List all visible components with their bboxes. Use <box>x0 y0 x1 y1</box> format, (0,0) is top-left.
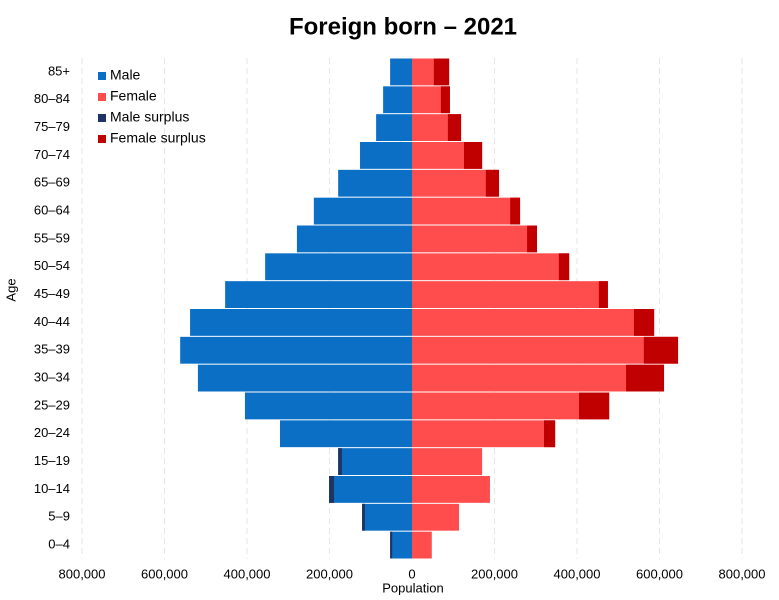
male-bar <box>197 364 412 392</box>
male-bar <box>190 309 412 336</box>
y-tick-label: 15–19 <box>34 453 70 468</box>
y-tick-label: 55–59 <box>34 230 70 245</box>
male-bar <box>244 392 412 420</box>
male-bar <box>280 420 412 448</box>
y-tick-label: 40–44 <box>34 314 70 329</box>
male-surplus <box>329 476 335 503</box>
male-bar <box>383 86 412 114</box>
male-bar <box>390 531 412 559</box>
female-surplus <box>544 420 556 448</box>
female-surplus <box>643 336 679 364</box>
x-tick-label: 600,000 <box>141 566 188 581</box>
x-tick-label: 0 <box>408 566 415 581</box>
legend-swatch <box>98 72 106 80</box>
y-tick-label: 85+ <box>48 63 70 78</box>
y-tick-label: 65–69 <box>34 175 70 190</box>
female-bar <box>412 503 460 531</box>
y-tick-label: 50–54 <box>34 258 70 273</box>
y-axis-label: Age <box>3 278 18 301</box>
female-bar <box>412 197 521 225</box>
female-surplus <box>447 114 462 141</box>
male-surplus <box>362 503 365 531</box>
y-tick-label: 60–64 <box>34 203 70 218</box>
chart-title: Foreign born – 2021 <box>289 13 517 40</box>
male-bar <box>338 169 412 197</box>
female-surplus <box>527 225 537 253</box>
y-tick-label: 0–4 <box>48 537 70 552</box>
y-tick-label: 25–29 <box>34 397 70 412</box>
legend-label: Female surplus <box>110 130 206 146</box>
male-bar <box>180 336 412 364</box>
female-bar <box>412 392 610 420</box>
x-tick-label: 200,000 <box>471 566 518 581</box>
male-bar <box>338 448 412 475</box>
y-tick-label: 35–39 <box>34 342 70 357</box>
female-bar <box>412 448 483 475</box>
male-surplus <box>338 448 342 475</box>
y-tick-label: 70–74 <box>34 147 70 162</box>
male-surplus <box>390 531 393 559</box>
male-bar <box>265 253 412 281</box>
male-bar <box>390 58 412 86</box>
female-surplus <box>633 309 655 336</box>
y-tick-label: 75–79 <box>34 119 70 134</box>
x-tick-label: 800,000 <box>59 566 106 581</box>
x-tick-label: 400,000 <box>224 566 271 581</box>
legend-label: Male surplus <box>110 109 189 125</box>
female-surplus <box>626 364 665 392</box>
female-bar <box>412 253 570 281</box>
legend-swatch <box>98 135 106 143</box>
legend-label: Male <box>110 67 141 83</box>
x-tick-label: 400,000 <box>554 566 601 581</box>
female-surplus <box>558 253 570 281</box>
female-surplus <box>579 392 610 420</box>
female-surplus <box>463 142 483 169</box>
y-tick-label: 20–24 <box>34 425 70 440</box>
male-bar <box>329 476 412 503</box>
male-bar <box>225 281 412 308</box>
legend-swatch <box>98 114 106 122</box>
y-tick-label: 45–49 <box>34 286 70 301</box>
female-bar <box>412 531 432 559</box>
female-surplus <box>598 281 608 308</box>
female-bar <box>412 420 556 448</box>
female-surplus <box>485 169 500 197</box>
male-bar <box>313 197 412 225</box>
x-tick-label: 200,000 <box>306 566 353 581</box>
male-bar <box>360 142 412 169</box>
female-bar <box>412 364 665 392</box>
x-tick-label: 600,000 <box>636 566 683 581</box>
y-tick-label: 80–84 <box>34 91 70 106</box>
female-bar <box>412 169 500 197</box>
x-axis-label: Population <box>382 580 443 595</box>
y-tick-label: 10–14 <box>34 481 70 496</box>
female-surplus <box>440 86 450 114</box>
female-bar <box>412 476 490 503</box>
x-tick-label: 800,000 <box>719 566 766 581</box>
legend-swatch <box>98 93 106 101</box>
male-bar <box>296 225 412 253</box>
y-tick-label: 5–9 <box>48 509 70 524</box>
legend-label: Female <box>110 88 157 104</box>
male-bar <box>362 503 412 531</box>
female-bar <box>412 336 679 364</box>
y-tick-label: 30–34 <box>34 370 70 385</box>
female-surplus <box>433 58 450 86</box>
female-bar <box>412 309 655 336</box>
female-bar <box>412 225 537 253</box>
female-bar <box>412 281 608 308</box>
male-bar <box>376 114 412 141</box>
female-surplus <box>510 197 521 225</box>
